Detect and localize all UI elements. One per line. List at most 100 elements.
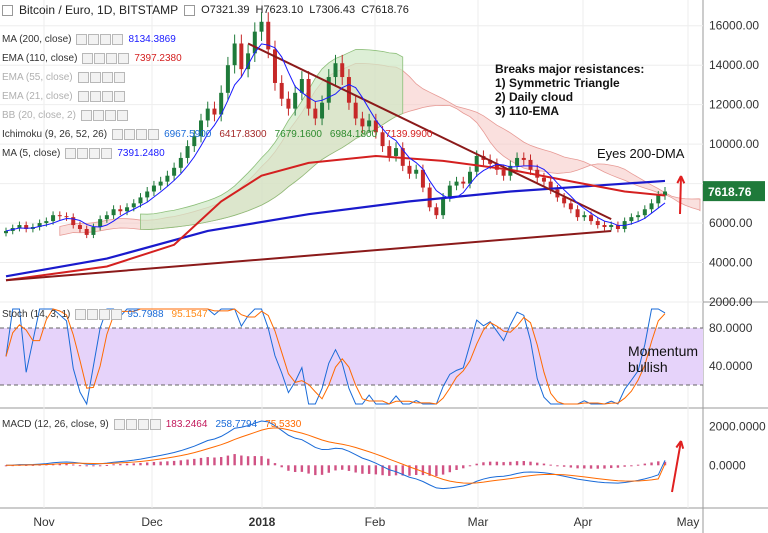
more-icon[interactable] [118, 53, 130, 64]
candle [111, 209, 116, 216]
settings-icon[interactable] [94, 53, 106, 64]
macd-hist [361, 465, 364, 474]
more-icon[interactable] [149, 419, 161, 430]
macd-hist [388, 465, 391, 476]
macd-hist [589, 465, 593, 469]
candle [71, 217, 76, 226]
indicator-value: 8134.3869 [128, 34, 176, 45]
macd-hist [146, 462, 149, 466]
macd-pane [4, 420, 667, 490]
indicator-row[interactable]: MA (5, close) 7391.2480 [2, 148, 173, 159]
settings-icon[interactable] [87, 309, 99, 320]
close-icon[interactable] [100, 34, 112, 45]
settings-icon[interactable] [89, 72, 101, 83]
candle [407, 165, 412, 174]
x-tick: Mar [468, 515, 489, 529]
eye-icon[interactable] [77, 72, 89, 83]
macd-hist [562, 465, 566, 467]
settings-icon[interactable] [77, 148, 89, 159]
settings-icon[interactable] [92, 110, 104, 121]
indicator-row[interactable]: EMA (21, close) [2, 91, 130, 102]
macd-header[interactable]: MACD (12, 26, close, 9) 183.2464 258.7794 7… [2, 419, 309, 430]
candle [98, 219, 103, 228]
more-icon[interactable] [111, 309, 123, 320]
macd-hist [125, 463, 129, 466]
close-icon[interactable] [136, 129, 148, 140]
eye-icon[interactable] [65, 148, 77, 159]
close-icon[interactable] [106, 53, 118, 64]
settings-icon[interactable] [124, 129, 136, 140]
eye-icon[interactable] [77, 91, 89, 102]
eye-icon[interactable] [113, 419, 125, 430]
more-icon[interactable] [148, 129, 160, 140]
macd-hist [482, 462, 485, 466]
macd-hist [549, 464, 552, 466]
macd-hist [287, 465, 290, 471]
x-tick: Dec [141, 515, 162, 529]
series-line [5, 229, 612, 282]
macd-hist [347, 465, 351, 471]
close-icon[interactable] [104, 110, 116, 121]
macd-hist [98, 465, 102, 467]
ma5-line [5, 43, 666, 232]
macd-hist [650, 462, 653, 466]
close-icon[interactable] [89, 148, 101, 159]
candle [272, 49, 277, 83]
settings-icon[interactable] [88, 34, 100, 45]
settings-box-icon[interactable] [184, 4, 196, 16]
more-icon[interactable] [113, 91, 125, 102]
macd-hist [636, 464, 640, 466]
candle [293, 92, 298, 109]
eye-icon[interactable] [80, 110, 92, 121]
more-icon[interactable] [112, 34, 124, 45]
indicator-value: 7679.1600 [274, 129, 322, 140]
collapse-icon[interactable] [2, 4, 13, 16]
candle [629, 217, 634, 222]
macd-hist [421, 465, 425, 476]
price-tick: 10000.00 [709, 137, 759, 151]
pane-value: 95.7988 [127, 309, 164, 320]
stoch-header[interactable]: Stoch (14, 3, 1) 95.7988 95.1547 [2, 309, 216, 320]
macd-hist [206, 457, 209, 466]
settings-icon[interactable] [125, 419, 137, 430]
x-tick: May [677, 515, 700, 529]
settings-icon[interactable] [89, 91, 101, 102]
eye-icon[interactable] [76, 34, 88, 45]
indicator-label: Ichimoku (9, 26, 52, 26) [2, 129, 108, 140]
candle [340, 63, 345, 78]
macd-hist [583, 465, 586, 469]
indicator-row[interactable]: Ichimoku (9, 26, 52, 26) 6967.5900 6417.83… [2, 129, 440, 140]
close-icon[interactable] [101, 91, 113, 102]
eye-icon[interactable] [82, 53, 94, 64]
more-icon[interactable] [101, 148, 113, 159]
indicator-row[interactable]: EMA (110, close) 7397.2380 [2, 53, 190, 64]
close-icon[interactable] [99, 309, 111, 320]
series-line [247, 42, 612, 221]
candle [488, 159, 493, 164]
ohlc-low: L7306.43 [309, 4, 356, 16]
x-tick: Feb [365, 515, 386, 529]
price-tick: 14000.00 [709, 58, 759, 72]
macd-hist [166, 461, 169, 466]
macd-hist [495, 461, 499, 466]
candle [656, 195, 661, 204]
indicator-row[interactable]: BB (20, close, 2) [2, 110, 133, 121]
macd-hist [139, 462, 142, 466]
eye-icon[interactable] [75, 309, 87, 320]
pane-value: 95.1547 [171, 309, 208, 320]
arrow-head [675, 440, 685, 449]
last-price-label: 7618.76 [708, 185, 752, 199]
macd-hist [374, 465, 378, 475]
close-icon[interactable] [137, 419, 149, 430]
eye-icon[interactable] [112, 129, 124, 140]
more-icon[interactable] [116, 110, 128, 121]
indicator-row[interactable]: EMA (55, close) [2, 72, 130, 83]
indicator-controls [80, 110, 128, 121]
candle [387, 146, 392, 156]
macd-hist [367, 465, 371, 474]
close-icon[interactable] [101, 72, 113, 83]
indicator-row[interactable]: MA (200, close) 8134.3869 [2, 34, 184, 45]
macd-hist [105, 464, 109, 466]
more-icon[interactable] [113, 72, 125, 83]
candle [521, 157, 526, 160]
